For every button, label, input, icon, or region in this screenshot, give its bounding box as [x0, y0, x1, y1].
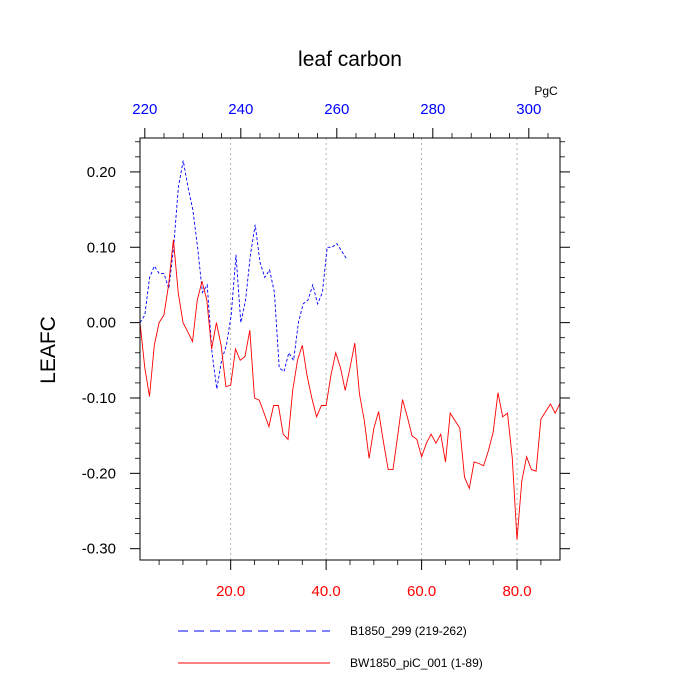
plot-frame — [139, 137, 561, 561]
series-line-1 — [139, 239, 561, 540]
legend-label-1: BW1850_piC_001 (1-89) — [350, 656, 483, 670]
top-tick-label: 300 — [516, 101, 541, 118]
y-tick-label: 0.20 — [87, 164, 116, 181]
y-tick-label: -0.30 — [82, 541, 116, 558]
axes: 0.20 0.10 0.00 -0.10 -0.20 -0.30 20.0 40.0 60.0 8… — [82, 101, 570, 600]
y-axis-label: LEAFC — [37, 316, 60, 384]
y-tick-label: 0.00 — [87, 315, 116, 332]
top-tick-label: 280 — [420, 101, 445, 118]
chart-title: leaf carbon — [298, 48, 402, 71]
y-tick-label: -0.20 — [82, 465, 116, 482]
bottom-tick-label: 80.0 — [502, 583, 531, 600]
top-tick-label: 240 — [228, 101, 253, 118]
grid-lines — [230, 138, 518, 560]
series-layer — [139, 160, 561, 540]
series-line-0 — [139, 160, 347, 389]
bottom-tick-label: 60.0 — [407, 583, 436, 600]
legend: B1850_299 (219-262) BW1850_piC_001 (1-89) — [178, 624, 483, 670]
y-tick-label: -0.10 — [82, 390, 116, 407]
top-tick-label: 260 — [324, 101, 349, 118]
y-tick-label: 0.10 — [87, 239, 116, 256]
top-tick-label: 220 — [132, 101, 157, 118]
bottom-tick-label: 40.0 — [312, 583, 341, 600]
top-axis-unit: PgC — [534, 84, 558, 98]
bottom-tick-label: 20.0 — [216, 583, 245, 600]
legend-label-0: B1850_299 (219-262) — [350, 624, 467, 638]
